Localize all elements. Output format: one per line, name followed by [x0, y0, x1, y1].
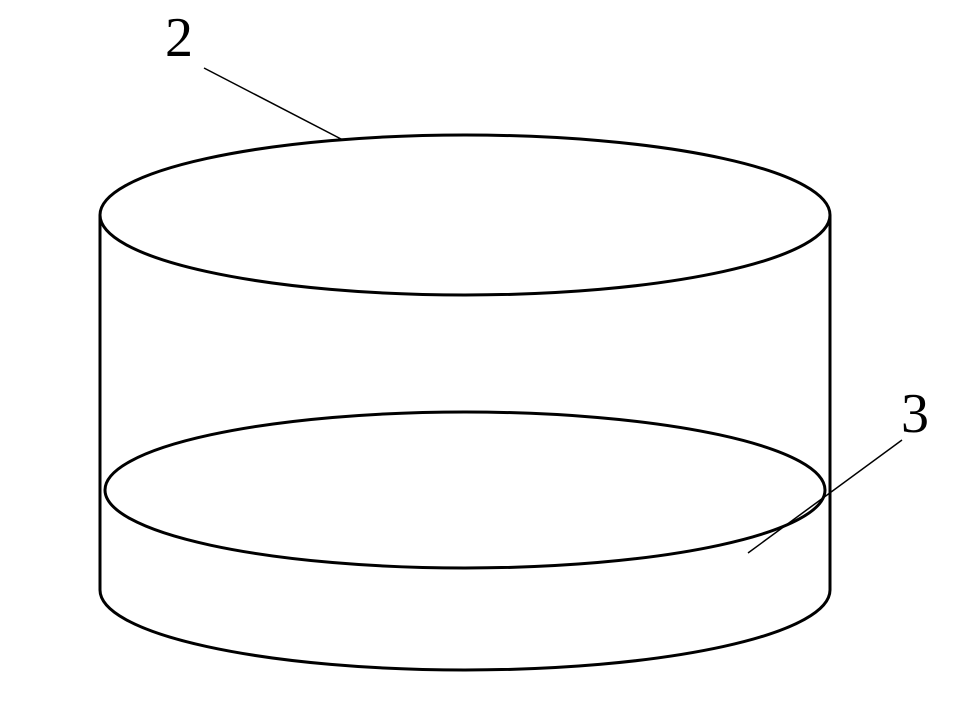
label-2: 2: [165, 7, 193, 69]
leader-line-2: [204, 68, 343, 140]
diagram-canvas: 2 3: [0, 0, 966, 719]
label-3: 3: [901, 383, 929, 445]
inner-ellipse: [105, 412, 825, 568]
bottom-arc: [100, 590, 830, 670]
top-ellipse: [100, 135, 830, 295]
cylinder-shape: [100, 135, 830, 670]
leader-line-3: [748, 440, 902, 553]
